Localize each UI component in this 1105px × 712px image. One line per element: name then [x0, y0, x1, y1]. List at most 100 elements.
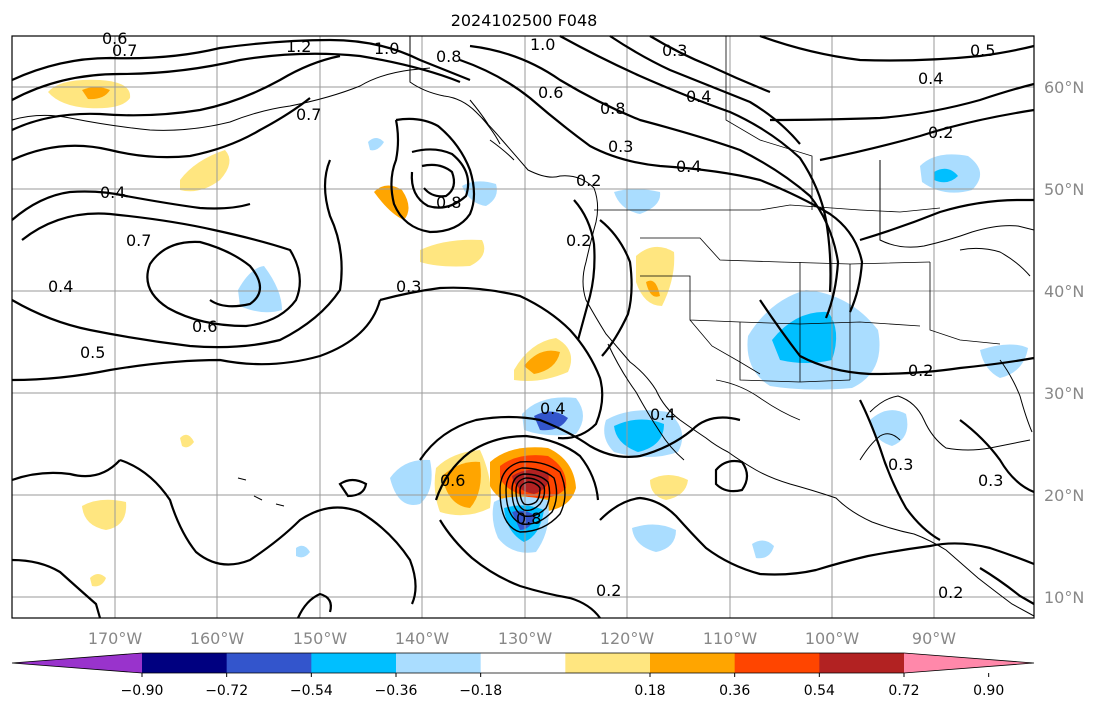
contour-label: 0.8 — [516, 509, 541, 528]
latitude-labels: 60°N 50°N 40°N 30°N 20°N 10°N — [1044, 78, 1084, 607]
colorbar-tick-label: −0.18 — [459, 683, 502, 699]
political-borders — [594, 36, 1001, 421]
contour-label: 0.3 — [662, 41, 687, 60]
shade-positive-mex — [650, 475, 688, 500]
contour-label: 0.4 — [540, 399, 565, 418]
lon-label: 170°W — [88, 629, 143, 648]
contour-label: 0.2 — [576, 171, 601, 190]
longitude-labels: 170°W 160°W 150°W 140°W 130°W 120°W 110°… — [88, 629, 956, 648]
shade-negative-southwest-core — [772, 311, 837, 363]
shade-positive-storm-north-core — [524, 350, 560, 374]
contour-label: 0.4 — [918, 69, 943, 88]
colorbar-tick-label: 0.54 — [804, 683, 835, 699]
shade-positive-storm-w-core — [442, 461, 481, 508]
graticule — [12, 36, 1034, 618]
colorbar-tick-label: −0.54 — [290, 683, 333, 699]
coastlines — [11, 36, 1035, 617]
colorbar-tick-label: 0.18 — [634, 683, 665, 699]
contour-label: 0.4 — [48, 277, 73, 296]
shade-positive-nevada-core — [646, 280, 660, 297]
contour-label: 0.7 — [296, 105, 321, 124]
colorbar-tick-label: −0.72 — [205, 683, 248, 699]
colorbar-segment — [226, 653, 312, 673]
contour-label: 0.3 — [888, 455, 913, 474]
colorbar-tick-label: 0.90 — [973, 683, 1004, 699]
colorbar-segment — [480, 653, 566, 673]
lat-label: 40°N — [1044, 282, 1084, 301]
lat-label: 50°N — [1044, 180, 1084, 199]
lat-label: 30°N — [1044, 384, 1084, 403]
shade-negative-storm-ne-core — [534, 411, 568, 431]
contour-label: 0.3 — [396, 277, 421, 296]
contour-label: 0.5 — [80, 343, 105, 362]
contour-label: 0.8 — [436, 47, 461, 66]
shade-negative-small1 — [368, 138, 384, 151]
colorbar-extend-high — [904, 653, 1034, 673]
contour-label: 1.0 — [530, 35, 555, 54]
lon-label: 150°W — [293, 629, 348, 648]
lon-label: 90°W — [912, 629, 956, 648]
contour-label: 0.3 — [608, 137, 633, 156]
lon-label: 160°W — [190, 629, 245, 648]
contour-label: 1.0 — [374, 39, 399, 58]
colorbar-extend-low — [12, 653, 142, 673]
lon-label: 100°W — [805, 629, 860, 648]
colorbar-tick-label: 0.36 — [719, 683, 750, 699]
colorbar-segment — [311, 653, 397, 673]
shade-negative-bc — [462, 181, 497, 206]
figure-title: 2024102500 F048 — [451, 11, 598, 30]
shade-negative-east — [980, 344, 1028, 378]
shade-positive-midpac — [420, 239, 485, 267]
contour-label: 0.4 — [650, 405, 675, 424]
contour-label: 0.4 — [100, 183, 125, 202]
shade-negative-wa — [614, 189, 661, 214]
shade-positive-alaska-core — [82, 87, 110, 100]
contour-label: 0.6 — [192, 317, 217, 336]
colorbar-tick-label: −0.90 — [121, 683, 164, 699]
colorbar-segment — [142, 653, 228, 673]
shade-negative-south — [632, 524, 676, 552]
contour-label: 0.8 — [600, 99, 625, 118]
colorbar-segment — [819, 653, 905, 673]
shade-negative-small2 — [296, 545, 310, 558]
contour-label: 0.7 — [126, 231, 151, 250]
contour-label: 0.4 — [686, 87, 711, 106]
contour-label: 0.2 — [566, 231, 591, 250]
shade-negative-hudson-core — [934, 168, 958, 183]
contour-label: 0.7 — [112, 41, 137, 60]
shaded-fields — [48, 79, 1028, 587]
shade-negative-central — [752, 540, 774, 559]
shade-positive-small2 — [180, 434, 194, 448]
contour-label: 0.6 — [538, 83, 563, 102]
colorbar-segment — [734, 653, 820, 673]
contour-label: 0.2 — [908, 361, 933, 380]
contour-label: 0.6 — [102, 29, 127, 48]
colorbar: −0.90 −0.72 −0.54 −0.36 −0.18 0.18 0.36 0.54 0.7… — [11, 652, 1035, 699]
shade-negative-west — [390, 459, 432, 505]
contour-label: 0.6 — [440, 471, 465, 490]
map-frame — [11, 35, 1035, 619]
colorbar-tick-label: −0.36 — [375, 683, 418, 699]
lon-label: 110°W — [703, 629, 758, 648]
lat-label: 20°N — [1044, 486, 1084, 505]
shade-positive-small1 — [90, 574, 106, 587]
contour-label: 0.3 — [978, 471, 1003, 490]
lon-label: 140°W — [395, 629, 450, 648]
map-panel: 0.6 0.7 1.2 1.0 0.8 1.0 0.3 0.5 0.4 0.6 … — [11, 29, 1084, 648]
contour-label: 0.4 — [676, 157, 701, 176]
colorbar-segment — [650, 653, 736, 673]
lon-label: 120°W — [600, 629, 655, 648]
colorbar-tick-label: 0.72 — [888, 683, 919, 699]
lon-label: 130°W — [498, 629, 553, 648]
contour-label: 0.5 — [970, 41, 995, 60]
lat-label: 10°N — [1044, 588, 1084, 607]
contours — [11, 34, 1035, 619]
shade-storm-negative-deep — [512, 510, 536, 530]
lat-label: 60°N — [1044, 78, 1084, 97]
contour-label: 0.8 — [436, 193, 461, 212]
shade-positive-gulf2 — [374, 185, 409, 220]
contour-labels: 0.6 0.7 1.2 1.0 0.8 1.0 0.3 0.5 0.4 0.6 … — [48, 29, 1003, 602]
contour-label: 0.2 — [596, 581, 621, 600]
contour-label: 1.2 — [286, 37, 311, 56]
